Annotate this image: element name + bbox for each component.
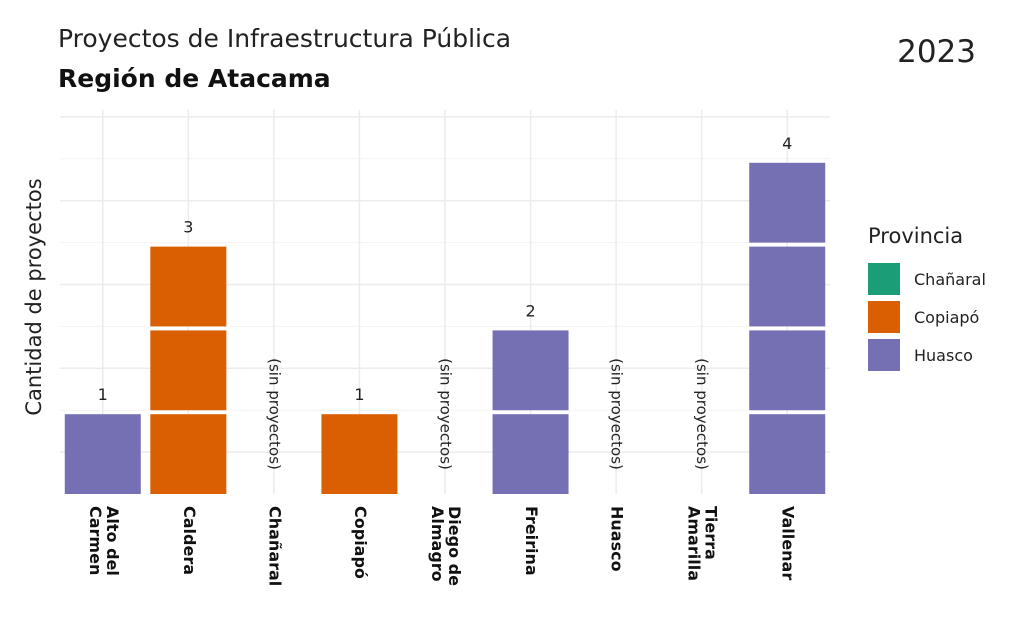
x-tick-labels: Alto delCarmen Caldera Chañaral Copiapó Dieg…	[86, 506, 798, 586]
x-tick-label-line: Almagro	[428, 506, 447, 582]
x-tick-label: Diego deAlmagro	[428, 506, 464, 586]
legend-label: Copiapó	[914, 307, 980, 327]
empty-label: (sin proyectos)	[265, 358, 283, 470]
x-tick-label-line: Huasco	[608, 506, 627, 572]
x-tick-label-line: Caldera	[180, 506, 199, 575]
data-labels: 1 3 (sin proyectos) 1 (sin proyectos) 2 (sin p…	[98, 134, 793, 470]
legend-swatch	[868, 301, 900, 333]
x-tick-label: Freirina	[522, 506, 541, 576]
x-tick-label: Vallenar	[779, 506, 798, 580]
bar-segment	[492, 414, 569, 494]
bar-segment	[492, 330, 569, 411]
x-tick-label-line: Freirina	[522, 506, 541, 576]
data-label: 4	[782, 134, 792, 153]
data-label: 3	[183, 218, 193, 237]
legend-label: Huasco	[914, 345, 973, 365]
bar-segment	[749, 162, 826, 243]
legend-title: Provincia	[868, 224, 964, 248]
data-label: 2	[525, 301, 535, 320]
bar-segment	[749, 330, 826, 411]
legend-items: Chañaral Copiapó Huasco	[868, 260, 986, 374]
legend-item: Chañaral	[868, 260, 986, 298]
empty-label: (sin proyectos)	[437, 358, 455, 470]
bar-segment	[150, 330, 227, 411]
bars	[64, 162, 826, 494]
empty-label: (sin proyectos)	[608, 358, 626, 470]
legend-item: Huasco	[868, 336, 986, 374]
year-label: 2023	[897, 34, 976, 70]
x-tick-label-line: Vallenar	[779, 506, 798, 580]
legend: Provincia Chañaral Copiapó Huasco	[868, 224, 986, 374]
legend-item: Copiapó	[868, 298, 986, 336]
x-tick-label: Alto delCarmen	[86, 506, 122, 576]
x-tick-label: Chañaral	[265, 506, 284, 586]
x-tick-label: Caldera	[180, 506, 199, 575]
chart-title: Proyectos de Infraestructura Pública	[58, 24, 512, 53]
legend-swatch	[868, 339, 900, 371]
x-tick-label-line: Tierra	[702, 506, 721, 560]
x-tick-label: TierraAmarilla	[685, 506, 721, 581]
x-tick-label-line: Alto del	[103, 506, 122, 576]
legend-swatch	[868, 263, 900, 295]
bar-segment	[321, 414, 398, 494]
bar-segment	[64, 414, 141, 494]
x-tick-label-line: Diego de	[445, 506, 464, 586]
bar-segment	[150, 246, 227, 327]
x-tick-label-line: Copiapó	[351, 506, 370, 579]
bar-segment	[150, 414, 227, 494]
x-tick-label-line: Amarilla	[685, 506, 704, 581]
bar-segment	[749, 414, 826, 494]
data-label: 1	[354, 385, 364, 404]
x-tick-label-line: Chañaral	[265, 506, 284, 586]
bar-segment	[749, 246, 826, 327]
data-label: 1	[98, 385, 108, 404]
x-tick-label: Huasco	[608, 506, 627, 572]
empty-label: (sin proyectos)	[693, 358, 711, 470]
x-tick-label-line: Carmen	[86, 506, 105, 575]
chart-subtitle: Región de Atacama	[58, 64, 331, 93]
legend-label: Chañaral	[914, 269, 986, 289]
x-tick-label: Copiapó	[351, 506, 370, 579]
